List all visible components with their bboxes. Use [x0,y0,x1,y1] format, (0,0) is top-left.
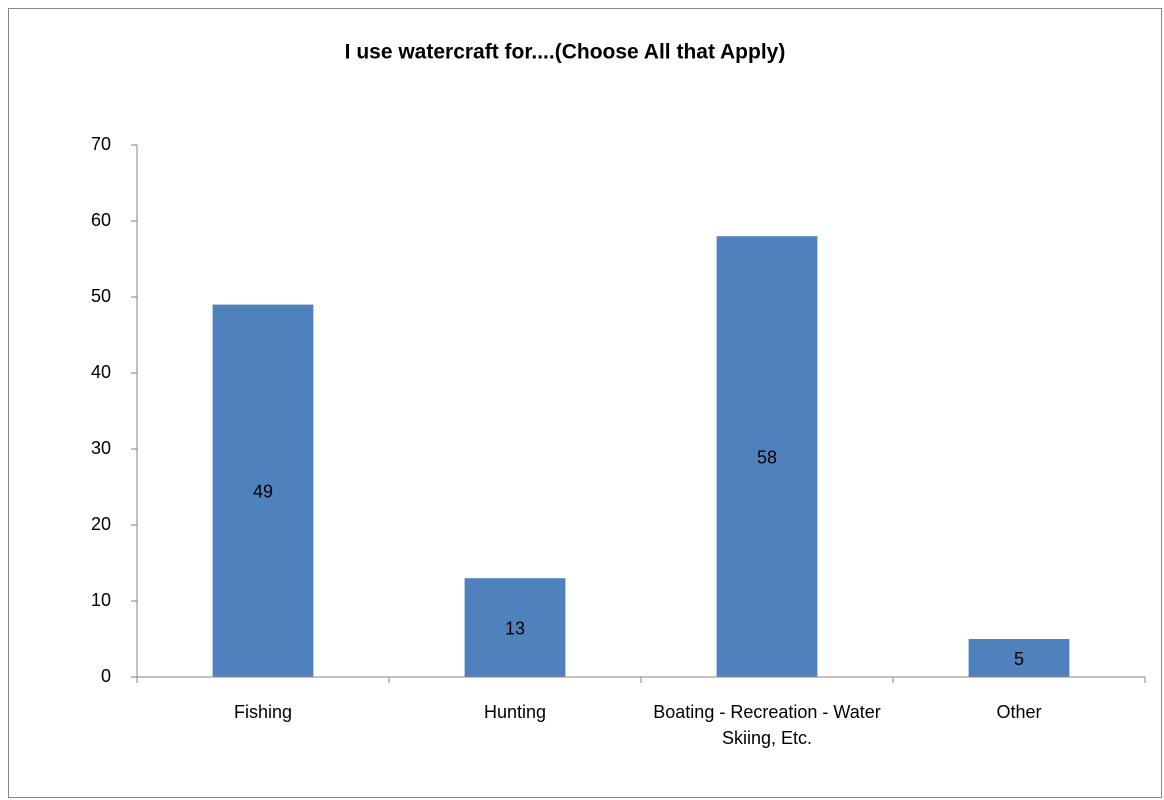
y-tick-label: 0 [101,666,111,686]
data-label: 5 [1014,649,1024,669]
y-tick-label: 20 [91,514,111,534]
x-tick-label: Boating - Recreation - Water Skiing, Etc… [653,702,881,748]
x-tick-label: Fishing [233,702,293,722]
y-tick-label: 30 [91,438,111,458]
data-label: 13 [505,618,525,638]
bar [716,236,818,677]
bar [212,304,314,677]
data-label: 58 [757,447,777,467]
y-tick-label: 10 [91,590,111,610]
bar [968,639,1070,677]
chart-border [8,8,1162,798]
x-tick-label: Other [996,702,1042,722]
y-tick-label: 70 [91,134,111,154]
y-tick-label: 40 [91,362,111,382]
bar [464,578,566,677]
x-tick-label: Hunting [483,702,547,722]
y-tick-label: 50 [91,286,111,306]
data-label: 49 [253,482,273,502]
chart-title: I use watercraft for....(Choose All that… [345,41,786,64]
y-tick-label: 60 [91,210,111,230]
